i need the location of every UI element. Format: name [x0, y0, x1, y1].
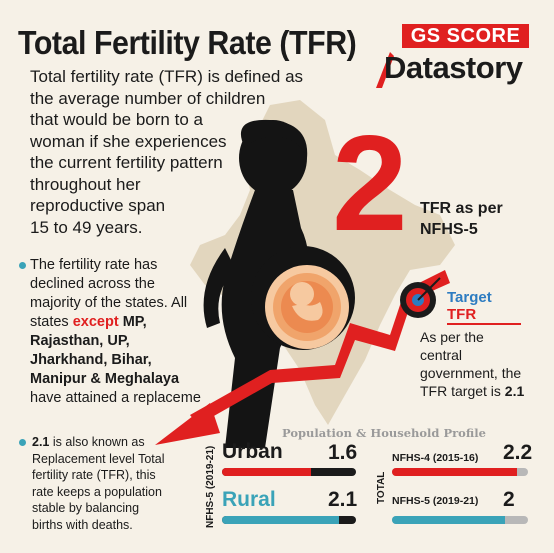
definition-line: that would be born to a [30, 110, 203, 129]
definition-line: reproductive span [30, 196, 166, 215]
replacement-line: rate keeps a population [32, 484, 162, 499]
tfr-definition: Total fertility rate (TFR) is defined as… [30, 66, 320, 238]
rural-label: Rural [222, 488, 276, 511]
decline-line: majority of the states. All [30, 295, 188, 311]
nfhs5-label: NFHS-5 (2019-21) [392, 495, 479, 507]
womb-icon [265, 265, 349, 349]
right-axis-label: TOTAL [376, 471, 387, 504]
state-name: MP, [118, 314, 147, 330]
datastory-logo: Datastory [384, 50, 523, 85]
urban-value: 1.6 [328, 441, 358, 464]
replacement-line: births with deaths. [32, 517, 133, 532]
tfr-label-line: TFR as per [420, 200, 503, 217]
urban-bar-track [222, 468, 356, 476]
nfhs5-value: 2 [503, 488, 515, 511]
decline-line: have attained a replaceme [30, 390, 201, 406]
decline-line: states except MP, [30, 313, 250, 332]
bullet-icon [19, 262, 26, 269]
target-line: As per the [420, 329, 484, 345]
state-names: Rajasthan, UP, [30, 333, 130, 349]
replacement-line: Replacement level Total [32, 451, 165, 466]
target-heading-line: Target [447, 289, 492, 306]
decline-line: The fertility rate has [30, 257, 158, 273]
except-highlight: except [72, 314, 119, 330]
rural-bar [222, 516, 340, 524]
page-title: Total Fertility Rate (TFR) [18, 24, 357, 61]
definition-line: woman if she experiences [30, 131, 227, 151]
replacement-text: is also known as [49, 435, 145, 449]
definition-line: the current fertility pattern [30, 153, 223, 172]
urban-label: Urban [222, 440, 283, 463]
target-tfr-note: As per the central government, the TFR t… [420, 328, 524, 400]
state-names: Jharkhand, Bihar, [30, 352, 152, 368]
tfr-value-label: TFR as per NFHS-5 [420, 198, 503, 240]
target-value: 2.1 [504, 383, 525, 399]
decline-line: declined across the [30, 276, 155, 292]
left-axis-label: NFHS-5 (2019-21) [205, 445, 216, 528]
target-tfr-heading: Target TFR [447, 289, 521, 325]
definition-line: the average number of children [30, 88, 266, 108]
definition-line: throughout her [30, 174, 141, 194]
datastory-logo-swoosh [376, 52, 394, 88]
nfhs4-value: 2.2 [503, 441, 533, 464]
bullet-icon [19, 439, 26, 446]
rural-value: 2.1 [328, 488, 358, 511]
target-text: TFR target is [420, 383, 505, 399]
target-line: central [420, 347, 463, 363]
definition-line: Total fertility rate (TFR) is defined as [30, 67, 304, 86]
nfhs4-bar-track [392, 468, 528, 476]
declining-trend-arrow [155, 270, 450, 445]
urban-bar [222, 468, 312, 476]
target-line: government, the [420, 365, 522, 381]
replacement-value: 2.1 [32, 435, 50, 449]
nfhs4-bar [392, 468, 517, 476]
chart-title: Population & Household Profile [282, 426, 486, 440]
target-line: TFR target is 2.1 [420, 382, 524, 400]
tfr-value: 2 [332, 107, 408, 259]
decline-text: states [30, 314, 73, 330]
target-icon [400, 272, 445, 318]
rural-bar-track [222, 516, 356, 524]
state-names: Manipur & Meghalaya [30, 371, 180, 387]
nfhs5-bar [392, 516, 506, 524]
target-heading-line: TFR [447, 306, 521, 325]
gs-score-logo: GS SCORE [402, 24, 529, 48]
replacement-note: 2.1 is also known as Replacement level T… [32, 434, 222, 533]
replacement-line: stable by balancing [32, 501, 140, 515]
replacement-line: 2.1 is also known as [32, 434, 222, 451]
decline-note: The fertility rate has declined across t… [30, 256, 250, 408]
nfhs4-label: NFHS-4 (2015-16) [392, 452, 479, 464]
nfhs5-bar-track [392, 516, 528, 524]
replacement-line: fertility rate (TFR), this [32, 468, 156, 482]
tfr-label-line: NFHS-5 [420, 221, 478, 238]
definition-line: 15 to 49 years. [30, 217, 143, 237]
